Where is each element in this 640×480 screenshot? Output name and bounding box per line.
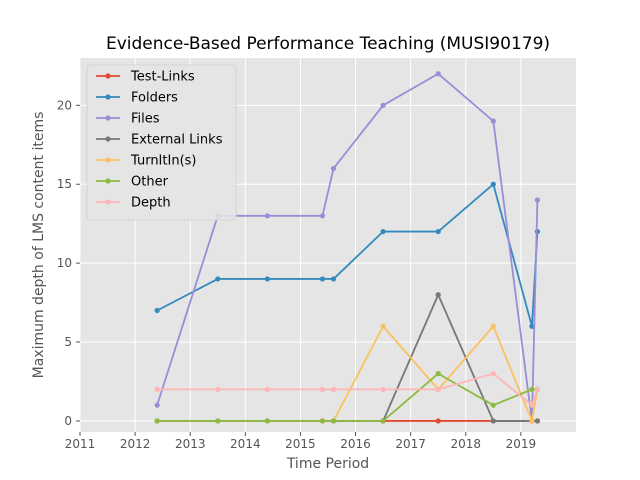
data-point	[380, 418, 386, 424]
data-point	[215, 276, 221, 282]
data-point	[380, 228, 386, 235]
series-line	[157, 372, 538, 422]
data-point	[490, 371, 496, 377]
x-axis-label: Time Period	[286, 456, 369, 472]
data-point	[380, 323, 386, 329]
data-point	[330, 418, 337, 424]
data-point	[264, 386, 270, 392]
legend: Test-Links Folders Files External Links Turn…	[86, 64, 237, 221]
y-tick-label: 0	[64, 414, 72, 428]
legend-marker	[105, 94, 111, 100]
series-line	[156, 183, 539, 328]
data-point	[330, 165, 337, 172]
data-point	[154, 402, 160, 408]
data-point	[154, 307, 160, 314]
data-point	[154, 418, 160, 424]
data-point	[529, 323, 535, 329]
data-point	[215, 386, 221, 392]
legend-marker	[105, 136, 111, 142]
y-tick-label: 10	[57, 256, 72, 270]
data-point	[380, 102, 386, 108]
data-point	[534, 418, 541, 424]
legend-marker	[105, 115, 111, 121]
data-point	[534, 197, 541, 203]
y-axis-label: Maximum depth of LMS content items	[31, 112, 47, 379]
data-point	[490, 118, 496, 124]
legend-label: Folders	[131, 91, 178, 106]
x-tick-label: 2019	[506, 437, 537, 451]
x-tick-label: 2018	[451, 437, 482, 451]
data-point	[435, 386, 441, 392]
data-point	[319, 276, 326, 282]
x-tick-label: 2012	[120, 437, 151, 451]
legend-box	[86, 64, 237, 221]
series-line	[157, 372, 539, 407]
y-tick-label: 15	[57, 177, 72, 191]
data-point	[264, 276, 270, 282]
data-point	[435, 371, 441, 377]
data-point	[435, 228, 441, 235]
data-point	[319, 418, 326, 424]
data-point	[529, 386, 535, 392]
legend-label: Other	[131, 175, 169, 190]
data-point	[490, 323, 496, 329]
x-tick-label: 2015	[285, 437, 316, 451]
legend-label: Files	[131, 112, 160, 127]
data-point	[490, 181, 496, 187]
series-line	[156, 72, 539, 422]
y-tick-label: 20	[57, 98, 72, 112]
x-tick-label: 2014	[230, 437, 261, 451]
data-point	[264, 213, 270, 219]
data-point	[490, 402, 496, 408]
data-point	[435, 418, 441, 424]
series-folders	[154, 181, 541, 329]
x-tick-label: 2011	[65, 437, 96, 451]
data-point	[380, 386, 386, 392]
x-tick-label: 2013	[175, 437, 206, 451]
legend-label: External Links	[131, 133, 223, 148]
series-layer	[154, 71, 541, 424]
data-point	[435, 71, 441, 77]
data-point	[319, 386, 326, 392]
data-point	[534, 386, 541, 392]
y-tick-label: 5	[64, 335, 72, 349]
legend-marker	[105, 178, 111, 184]
data-point	[529, 418, 535, 424]
data-point	[264, 418, 270, 424]
legend-marker	[105, 157, 111, 163]
data-point	[319, 213, 326, 219]
legend-marker	[105, 73, 111, 79]
x-tick-label: 2016	[340, 437, 371, 451]
chart-title: Evidence-Based Performance Teaching (MUS…	[106, 34, 550, 54]
axis-ticks: 2011 2012 2013 2014 2015 2016 2017 2018 20190510…	[57, 98, 536, 451]
legend-marker	[105, 199, 111, 205]
data-point	[435, 292, 441, 298]
data-point	[215, 418, 221, 424]
x-tick-label: 2017	[395, 437, 426, 451]
data-point	[529, 402, 535, 408]
data-point	[490, 418, 496, 424]
legend-label: TurnItIn(s)	[130, 154, 196, 169]
data-point	[330, 276, 337, 282]
data-point	[154, 386, 160, 392]
data-point	[330, 386, 337, 392]
legend-label: Depth	[131, 196, 171, 211]
series-depth	[154, 371, 541, 408]
legend-label: Test-Links	[130, 70, 195, 85]
